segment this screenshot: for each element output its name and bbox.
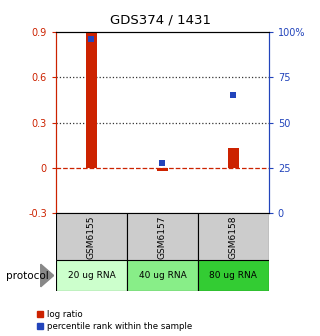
Point bbox=[160, 161, 165, 166]
Legend: log ratio, percentile rank within the sample: log ratio, percentile rank within the sa… bbox=[36, 309, 193, 332]
Bar bbox=[198, 213, 269, 260]
Text: 80 ug RNA: 80 ug RNA bbox=[209, 271, 257, 280]
Text: 40 ug RNA: 40 ug RNA bbox=[139, 271, 186, 280]
Bar bbox=[56, 213, 127, 260]
Bar bbox=[127, 213, 198, 260]
Polygon shape bbox=[41, 264, 54, 287]
Bar bbox=[157, 168, 168, 171]
Bar bbox=[228, 149, 239, 168]
Text: protocol: protocol bbox=[6, 270, 49, 281]
Text: GDS374 / 1431: GDS374 / 1431 bbox=[109, 13, 211, 27]
Point bbox=[89, 37, 94, 42]
Text: GSM6157: GSM6157 bbox=[158, 215, 167, 259]
Point bbox=[231, 93, 236, 98]
Text: 20 ug RNA: 20 ug RNA bbox=[68, 271, 115, 280]
Bar bbox=[56, 260, 127, 291]
Text: GSM6155: GSM6155 bbox=[87, 215, 96, 259]
Bar bbox=[127, 260, 198, 291]
Bar bbox=[198, 260, 269, 291]
Text: GSM6158: GSM6158 bbox=[229, 215, 238, 259]
Bar bbox=[86, 32, 97, 168]
